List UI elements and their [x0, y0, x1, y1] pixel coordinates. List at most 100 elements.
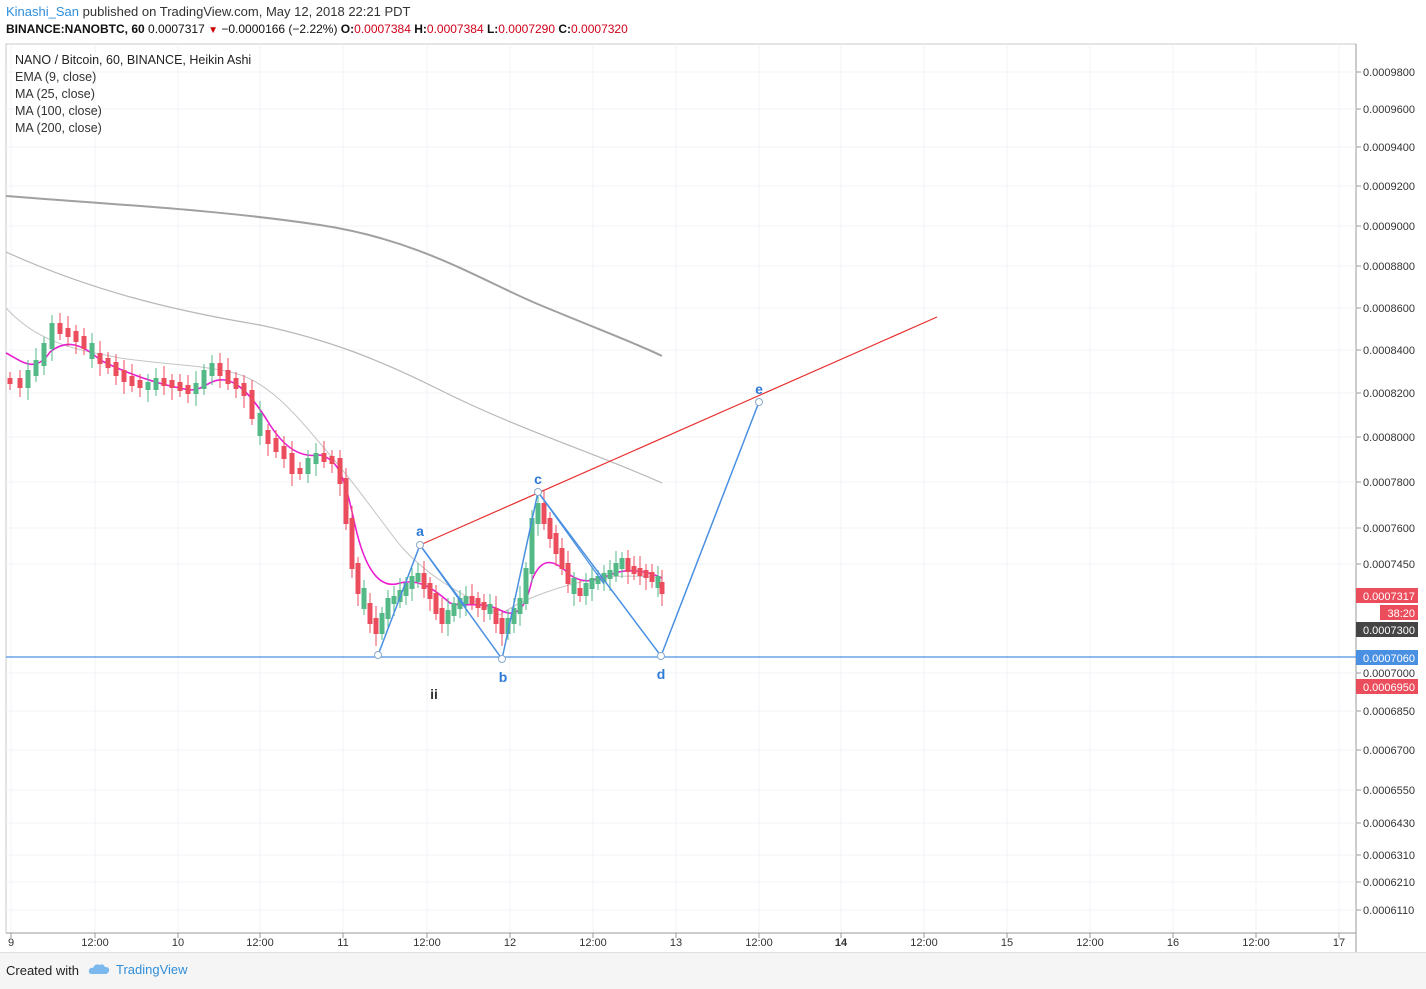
price-tag	[1356, 622, 1418, 637]
legend-ma200[interactable]: MA (200, close)	[15, 121, 102, 135]
price-tick-label: 0.0008600	[1363, 303, 1415, 315]
wave-path	[377, 401, 760, 661]
wave-point	[534, 488, 542, 496]
candle-body	[343, 478, 349, 524]
time-tick-label: 15	[1001, 937, 1013, 949]
legend-ma100[interactable]: MA (100, close)	[15, 104, 102, 118]
candle-body	[517, 598, 523, 614]
candle-body	[613, 563, 619, 576]
candle-body	[637, 568, 643, 576]
wave-label-ii: ii	[430, 686, 438, 702]
candle-body	[169, 380, 175, 388]
time-tick-label: 12:00	[745, 937, 773, 949]
time-tick-label: 12:00	[1076, 937, 1104, 949]
candle-body	[529, 518, 535, 574]
wave-path-segment	[537, 491, 605, 585]
candle-body	[607, 570, 613, 579]
candle-body	[281, 446, 287, 459]
candle-body	[145, 382, 151, 390]
time-tick-label: 12:00	[81, 937, 109, 949]
close-label: C:	[558, 22, 572, 36]
wave-point	[498, 655, 506, 663]
candle-body	[81, 336, 87, 349]
candle-body	[193, 383, 199, 394]
candle-body	[487, 604, 493, 614]
candle-body	[233, 378, 239, 389]
candle-body	[265, 430, 271, 444]
tradingview-logo[interactable]: TradingView	[88, 962, 188, 977]
candle-body	[225, 370, 231, 384]
candle-body	[41, 343, 47, 366]
candle-body	[89, 343, 95, 359]
candle-body	[523, 568, 529, 604]
price-tick-label: 0.0006110	[1363, 905, 1414, 917]
candle-body	[57, 323, 63, 334]
candle-body	[153, 378, 159, 390]
price-tag	[1356, 588, 1418, 603]
candle-body	[185, 385, 191, 394]
price-tag	[1356, 679, 1418, 694]
low-value: 0.0007290	[498, 22, 556, 36]
last-price: 0.0007317	[148, 22, 205, 36]
open-label: O:	[340, 22, 355, 36]
price-tick-label: 0.0006430	[1363, 818, 1415, 830]
wave-label-d: d	[657, 666, 666, 682]
candle-body	[577, 588, 583, 596]
price-tick-label: 0.0009800	[1363, 67, 1415, 79]
drawings[interactable]: a b c d e ii	[6, 316, 1356, 702]
low-label: L:	[486, 22, 499, 36]
candle-body	[451, 603, 457, 616]
price-tag-label: 0.0007060	[1363, 653, 1415, 665]
time-tick-label: 12:00	[246, 937, 274, 949]
candle-body	[505, 618, 511, 634]
price-tick-label: 0.0006310	[1363, 850, 1415, 862]
candle-body	[439, 608, 445, 624]
candle-body	[313, 453, 319, 464]
price-change: −0.0000166 (−2.22%)	[221, 22, 338, 36]
time-tick-label: 17	[1333, 937, 1345, 949]
symbol-label: BINANCE:NANOBTC, 60	[6, 22, 145, 36]
time-tick-label: 9	[8, 937, 14, 949]
candle-body	[17, 378, 23, 388]
candle-body	[321, 453, 327, 462]
candle-body	[547, 518, 553, 539]
candle-body	[137, 380, 143, 388]
price-tick-label: 0.0007800	[1363, 477, 1415, 489]
candle-body	[481, 602, 487, 610]
candle-body	[583, 583, 589, 596]
candle-body	[305, 458, 311, 474]
candle-body	[433, 593, 439, 614]
candle-body	[493, 608, 499, 624]
candle-body	[655, 576, 661, 588]
time-tick-label: 11	[337, 937, 348, 949]
legend-ema[interactable]: EMA (9, close)	[15, 70, 97, 84]
candles	[7, 313, 665, 646]
price-tag-label: 38:20	[1387, 608, 1415, 620]
time-tick-label: 16	[1167, 937, 1179, 949]
price-tag	[1356, 650, 1418, 665]
price-tick-label: 0.0009200	[1363, 181, 1415, 193]
candle-body	[385, 598, 391, 619]
chart-border	[5, 43, 1357, 934]
created-with-label: Created with	[6, 963, 79, 978]
price-axis[interactable]: 0.0009800 0.0009600 0.0009400 0.0009200 0.00…	[1356, 67, 1418, 917]
author-link[interactable]: Kinashi_San	[6, 4, 79, 19]
down-arrow-icon: ▼	[208, 25, 219, 36]
ma25-line	[5, 307, 663, 616]
close-value: 0.0007320	[571, 22, 628, 36]
candle-body	[329, 456, 335, 464]
price-tag-label: 0.0007300	[1363, 625, 1415, 637]
publisher-line: Kinashi_San published on TradingView.com…	[6, 4, 410, 19]
time-tick-label: 12	[504, 937, 516, 949]
candle-body	[457, 598, 463, 609]
candle-body	[217, 363, 223, 376]
candle-body	[361, 588, 367, 609]
candle-body	[469, 596, 475, 604]
candle-body	[415, 573, 421, 582]
candle-body	[73, 331, 79, 342]
price-tick-label: 0.0008200	[1363, 388, 1415, 400]
candle-body	[373, 618, 379, 634]
time-axis[interactable]: 9 12:00 10 12:00 11 12:00 12 12:00 13 12:00 14 12:0…	[6, 932, 1356, 949]
legend-ma25[interactable]: MA (25, close)	[15, 87, 95, 101]
